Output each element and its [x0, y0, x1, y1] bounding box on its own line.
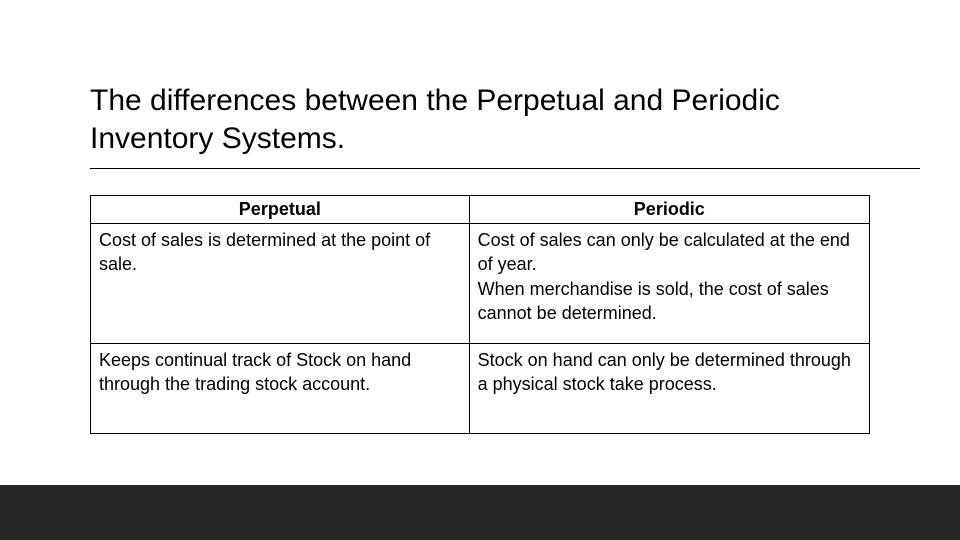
comparison-table: Perpetual Periodic Cost of sales is dete… [90, 195, 870, 434]
footer-bar [0, 485, 960, 540]
slide: The differences between the Perpetual an… [0, 0, 960, 540]
cell-periodic-1: Cost of sales can only be calculated at … [469, 224, 869, 344]
cell-periodic-2: Stock on hand can only be determined thr… [469, 344, 869, 434]
cell-perpetual-2: Keeps continual track of Stock on hand t… [91, 344, 470, 434]
table-row: Keeps continual track of Stock on hand t… [91, 344, 870, 434]
cell-perpetual-1: Cost of sales is determined at the point… [91, 224, 470, 344]
table-header-row: Perpetual Periodic [91, 196, 870, 224]
table-row: Cost of sales is determined at the point… [91, 224, 870, 344]
title-underline [90, 168, 920, 169]
column-header-periodic: Periodic [469, 196, 869, 224]
slide-title: The differences between the Perpetual an… [90, 82, 870, 157]
column-header-perpetual: Perpetual [91, 196, 470, 224]
